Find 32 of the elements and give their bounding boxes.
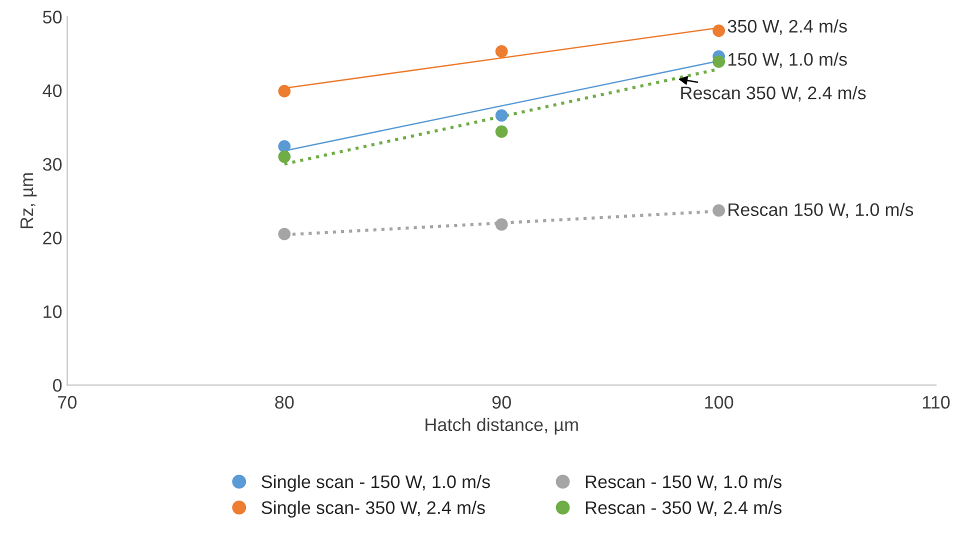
point <box>278 150 291 163</box>
point <box>712 204 726 217</box>
series-label: 350 W, 2.4 m/s <box>728 19 847 35</box>
x-tick-label: 90 <box>492 396 511 409</box>
point <box>495 218 508 231</box>
series-label: 150 W, 1.0 m/s <box>728 52 847 68</box>
legend-label: Rescan - 350 W, 2.4 m/s <box>586 500 782 516</box>
x-tick-label: 80 <box>275 396 294 409</box>
point <box>495 125 508 138</box>
series-label: Rescan 350 W, 2.4 m/s <box>681 86 866 102</box>
y-tick-label: 50 <box>42 10 62 24</box>
point <box>278 84 291 98</box>
point <box>278 228 291 240</box>
point <box>495 109 508 122</box>
y-tick-label: 40 <box>42 84 62 98</box>
x-tick-label: 70 <box>58 396 77 409</box>
y-axis-title: Rz, µm <box>20 173 37 228</box>
point <box>495 45 508 58</box>
legend-label: Rescan - 150 W, 1.0 m/s <box>586 474 782 490</box>
x-tick-label: 100 <box>705 396 734 409</box>
series-label: Rescan 150 W, 1.0 m/s <box>728 202 914 218</box>
legend-label: Single scan - 150 W, 1.0 m/s <box>262 474 490 492</box>
y-tick-label: 0 <box>53 378 62 392</box>
y-tick-label: 20 <box>43 232 62 244</box>
legend-label: Single scan- 350 W, 2.4 m/s <box>262 500 485 518</box>
point <box>712 24 726 37</box>
y-tick-label: 10 <box>44 305 62 318</box>
y-tick-label: 30 <box>42 158 62 171</box>
x-axis-title: Hatch distance, µm <box>426 418 578 435</box>
point <box>712 55 726 68</box>
x-tick-label: 110 <box>922 396 950 409</box>
point <box>278 140 291 153</box>
